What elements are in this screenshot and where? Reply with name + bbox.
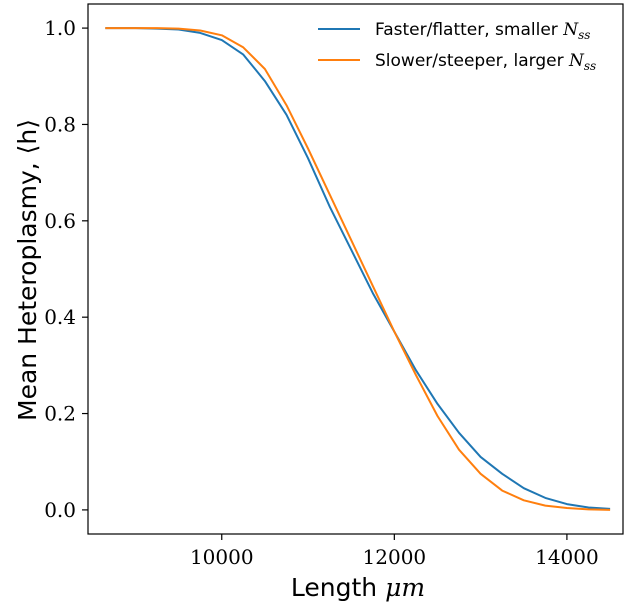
y-axis-title: Mean Heteroplasmy, ⟨h⟩ [13, 119, 42, 421]
y-tick-label: 0.0 [44, 498, 76, 522]
x-tick-label: 14000 [535, 545, 599, 569]
series-line-2 [105, 27, 611, 511]
legend-label-series-1: Faster/flatter, smaller Nss [375, 20, 590, 42]
x-tick-label: 10000 [190, 545, 254, 569]
legend-label-series-2: Slower/steeper, larger Nss [375, 51, 596, 73]
series-line-1 [105, 27, 611, 510]
y-tick-label: 0.4 [44, 305, 76, 329]
x-axis-title: Length μm [291, 573, 425, 602]
legend: Faster/flatter, smaller Nss Slower/steep… [318, 20, 596, 73]
y-tick-label: 0.6 [44, 209, 76, 233]
x-tick-label: 12000 [363, 545, 427, 569]
y-tick-label: 0.8 [44, 112, 76, 136]
plot-frame [87, 3, 624, 535]
axis-ticks: 10000 12000 14000 0.0 0.2 0.4 0.6 0.8 1.0 [44, 16, 599, 569]
y-tick-label: 0.2 [44, 402, 76, 426]
series-lines [105, 27, 611, 511]
y-tick-label: 1.0 [44, 16, 76, 40]
